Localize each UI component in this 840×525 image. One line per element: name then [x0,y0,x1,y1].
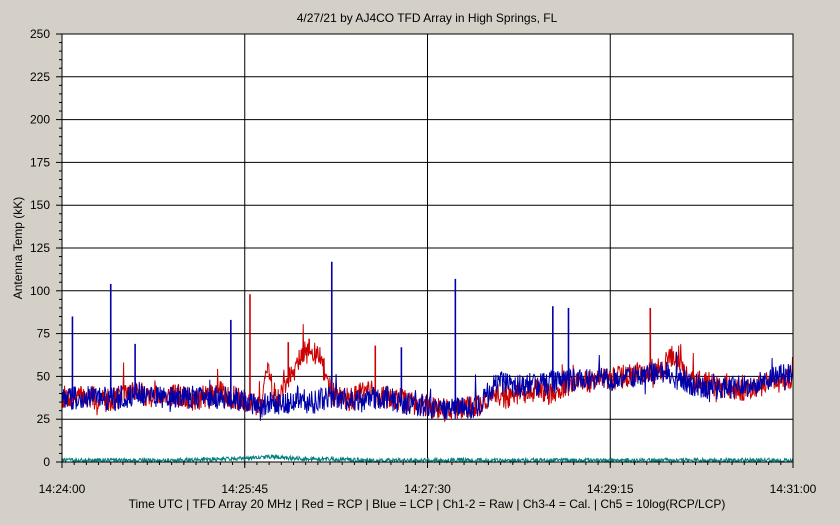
x-tick-label: 14:31:00 [770,482,817,496]
y-tick-label: 200 [30,113,50,127]
y-tick-label: 100 [30,284,50,298]
y-tick-label: 75 [37,327,51,341]
series-line-ch5 [61,453,794,464]
x-tick-label: 14:25:45 [221,482,268,496]
y-tick-label: 225 [30,70,50,84]
y-axis-label: Antenna Temp (kK) [11,197,25,300]
series-lcp [61,261,794,421]
y-tick-label: 50 [37,369,51,383]
chart-title: 4/27/21 by AJ4CO TFD Array in High Sprin… [297,11,558,25]
y-tick-label: 125 [30,241,50,255]
x-tick-label: 14:24:00 [39,482,86,496]
y-axis-ticks: 0 25 50 75 100 125 150 175 200 225 250 [30,27,62,469]
y-tick-label: 150 [30,198,50,212]
y-tick-label: 250 [30,27,50,41]
series-line-lcp [61,351,794,421]
y-tick-label: 25 [37,412,51,426]
y-tick-label: 0 [43,455,50,469]
x-tick-label: 14:29:15 [587,482,634,496]
x-axis-ticks: 14:24:00 14:25:45 14:27:30 14:29:15 14:31:00 [39,462,817,496]
y-tick-label: 175 [30,155,50,169]
x-axis-label: Time UTC | TFD Array 20 MHz | Red = RCP … [129,497,726,511]
series-layer [61,261,794,464]
x-tick-label: 14:27:30 [404,482,451,496]
series-ch5 [61,453,794,464]
